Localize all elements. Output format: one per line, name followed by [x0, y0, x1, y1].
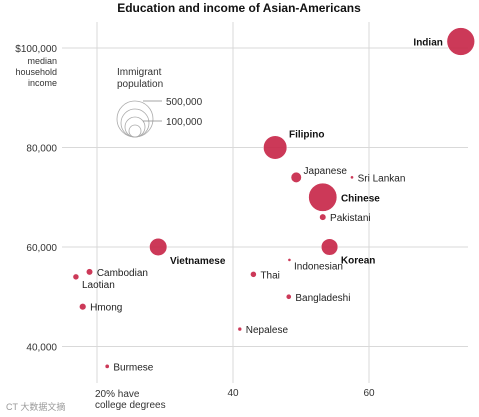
point-label: Bangladeshi — [295, 293, 350, 304]
legend-size-circle — [128, 124, 142, 138]
point-label: Laotian — [82, 280, 115, 291]
data-point-indian — [446, 27, 476, 56]
data-point-hmong — [79, 302, 87, 311]
point-label: Filipino — [289, 130, 325, 141]
point-label: Chinese — [341, 193, 380, 204]
data-point-chinese — [308, 182, 338, 212]
y-axis-caption: income — [28, 78, 57, 88]
y-tick-label: 80,000 — [26, 144, 57, 155]
legend-entry-label: 500,000 — [166, 97, 203, 108]
x-axis-caption: 20% have — [95, 389, 140, 400]
point-label: Nepalese — [246, 325, 289, 336]
legend-size-circle — [116, 100, 154, 138]
data-point-indonesian — [287, 258, 292, 262]
data-point-vietnamese — [149, 237, 168, 257]
y-axis-caption: household — [15, 67, 57, 77]
point-label: Burmese — [113, 362, 153, 373]
point-label: Japanese — [304, 166, 348, 177]
legend-title: population — [117, 79, 163, 90]
x-tick-label: 60 — [363, 388, 375, 399]
data-point-japanese — [290, 171, 302, 183]
data-point-thai — [250, 271, 257, 278]
data-point-pakistani — [319, 213, 327, 221]
legend-size-circle — [120, 108, 150, 138]
data-point-bangladeshi — [285, 293, 292, 300]
axis-labels: 40 60 $100,000 80,000 60,000 40,000 medianhous… — [15, 44, 375, 411]
y-tick-label: 40,000 — [26, 343, 57, 354]
y-tick-label: $100,000 — [15, 44, 57, 55]
y-tick-label: 60,000 — [26, 243, 57, 254]
point-label: Korean — [341, 255, 375, 266]
legend-size-circle — [124, 116, 146, 138]
data-point-cambodian — [85, 268, 94, 276]
point-label: Hmong — [90, 303, 122, 314]
data-point-korean — [320, 238, 339, 256]
data-point-nepalese — [237, 326, 243, 332]
point-label: Indonesian — [294, 262, 343, 273]
data-point-laotian — [72, 273, 80, 281]
watermark: CT 大数据文摘 — [6, 401, 65, 412]
point-label: Indian — [413, 38, 442, 49]
data-point-filipino — [263, 135, 288, 160]
point-label: Cambodian — [97, 268, 148, 279]
y-axis-caption: median — [27, 56, 57, 66]
x-axis-caption: college degrees — [95, 400, 166, 411]
data-point-burmese — [104, 363, 110, 369]
legend-title: Immigrant — [117, 67, 162, 78]
chart-title: Education and income of Asian-Americans — [117, 1, 361, 15]
data-points — [72, 27, 476, 369]
legend-entry-label: 100,000 — [166, 117, 203, 128]
x-tick-label: 40 — [227, 388, 239, 399]
point-labels: Indian Filipino Japanese Sri Lankan Chinese P… — [82, 38, 443, 374]
point-label: Vietnamese — [170, 256, 226, 267]
point-label: Thai — [260, 270, 279, 281]
data-point-sri-lankan — [350, 175, 354, 180]
point-label: Pakistani — [330, 213, 371, 224]
point-label: Sri Lankan — [358, 173, 406, 184]
